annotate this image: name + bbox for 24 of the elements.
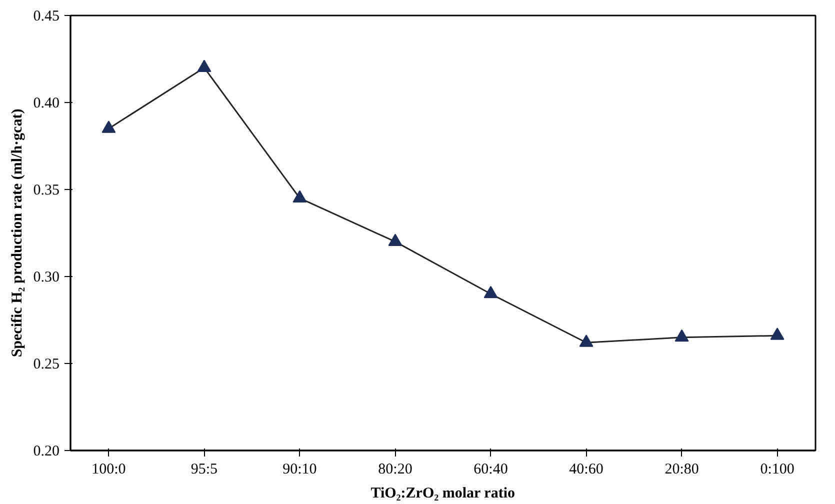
y-tick-label: 0.30 [33,270,60,286]
x-tick-label: 100:0 [92,462,126,478]
point [292,190,307,202]
y-tick-label: 0.40 [33,96,60,112]
y-tick-label: 0.25 [33,356,60,372]
point [102,120,116,133]
x-tick-label: 95:5 [190,462,218,478]
y-tick-label: 0.20 [33,444,60,460]
point [579,334,594,347]
x-tick-label: 80:20 [378,462,412,478]
x-tick-label: 90:10 [282,462,317,478]
point [674,329,689,342]
point [770,328,784,340]
x-axis-title: TiO₂:ZrO₂ molar ratio [370,486,515,502]
x-tick-label: 60:40 [474,462,508,478]
x-tick-label: 0:100 [760,462,794,478]
point [484,286,498,298]
y-tick-label: 0.35 [33,182,60,198]
x-tick-label: 20:80 [664,462,699,478]
x-tick-label: 40:60 [569,462,604,478]
y-tick-label: 0.45 [33,8,60,24]
point [197,60,212,72]
point [388,234,402,246]
y-axis-title: Specific H₂ production rate (ml/h·gcat) [9,108,26,358]
